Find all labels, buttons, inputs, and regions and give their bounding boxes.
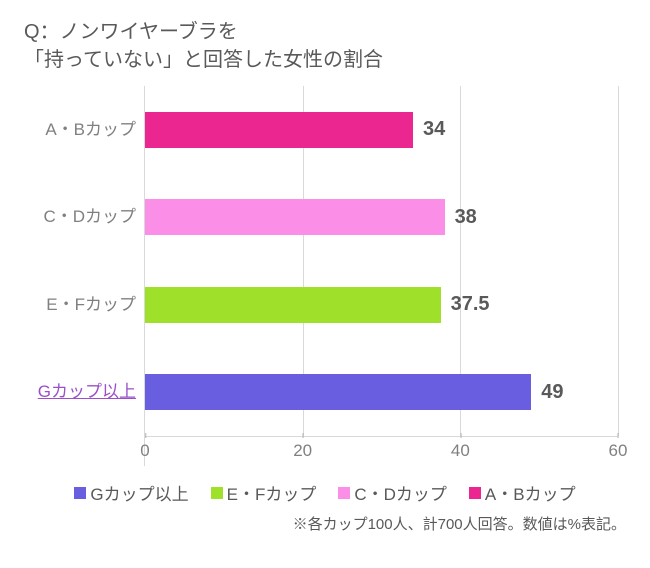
legend-label: C・Dカップ	[354, 480, 447, 505]
bar-value-label: 34	[423, 118, 445, 141]
y-axis-label: C・Dカップ	[24, 207, 144, 227]
legend-swatch	[469, 487, 481, 499]
chart: A・Bカップ C・Dカップ E・Fカップ Gカップ以上 34 38 37.5 49 0 20 4…	[24, 86, 626, 466]
legend-label: E・Fカップ	[227, 480, 317, 505]
x-axis-tick: 0	[140, 441, 149, 461]
bar-row: 49	[145, 374, 618, 410]
legend-item: A・Bカップ	[469, 480, 576, 505]
bar-row: 34	[145, 112, 618, 148]
bar	[145, 287, 441, 323]
x-axis-tick: 60	[609, 441, 628, 461]
legend-item: E・Fカップ	[211, 480, 317, 505]
y-axis-label: Gカップ以上	[24, 382, 144, 402]
legend-item: Gカップ以上	[74, 480, 188, 505]
bars-container: 34 38 37.5 49	[145, 86, 618, 436]
y-axis-label: E・Fカップ	[24, 295, 144, 315]
x-axis-tick: 20	[293, 441, 312, 461]
bar-value-label: 38	[455, 206, 477, 229]
legend-swatch	[74, 487, 86, 499]
y-axis-label: A・Bカップ	[24, 120, 144, 140]
bar-row: 37.5	[145, 287, 618, 323]
plot-area: 343837.549 0204060	[144, 86, 626, 466]
x-axis-tick: 40	[451, 441, 470, 461]
gridline	[618, 86, 619, 436]
bar-value-label: 49	[541, 381, 563, 404]
y-axis-labels: A・Bカップ C・Dカップ E・Fカップ Gカップ以上	[24, 86, 144, 466]
bar-value-label: 37.5	[451, 293, 490, 316]
title-line-1: Q：ノンワイヤーブラを	[24, 21, 238, 43]
chart-title: Q：ノンワイヤーブラを 「持っていない」と回答した女性の割合	[24, 18, 626, 74]
bar	[145, 112, 413, 148]
title-line-2: 「持っていない」と回答した女性の割合	[24, 49, 383, 71]
legend-item: C・Dカップ	[338, 480, 447, 505]
legend: Gカップ以上 E・Fカップ C・Dカップ A・Bカップ	[24, 480, 626, 505]
bar-row: 38	[145, 199, 618, 235]
legend-label: A・Bカップ	[485, 480, 576, 505]
bar	[145, 199, 445, 235]
legend-swatch	[338, 487, 350, 499]
legend-label: Gカップ以上	[90, 480, 188, 505]
legend-swatch	[211, 487, 223, 499]
footnote: ※各カップ100人、計700人回答。数値は%表記。	[24, 513, 626, 534]
x-axis: 0204060	[145, 436, 618, 466]
bar	[145, 374, 531, 410]
